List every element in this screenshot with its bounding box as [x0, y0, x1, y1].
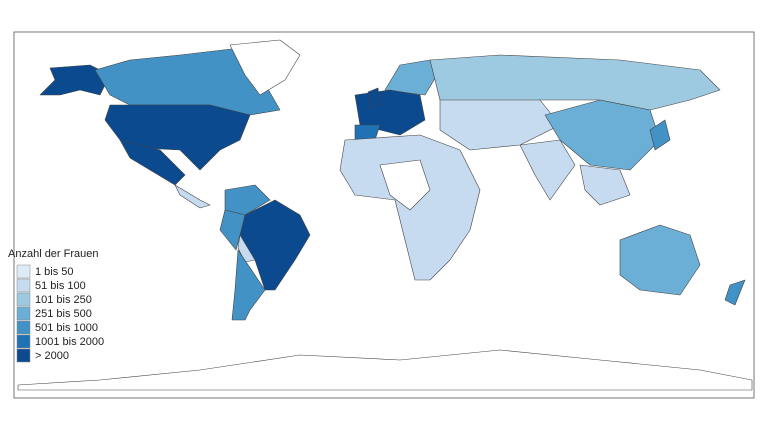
peru — [219, 209, 246, 251]
legend-label: 1 bis 50 — [35, 266, 74, 278]
canada — [94, 47, 281, 116]
countries — [17, 39, 753, 391]
legend-swatch — [16, 334, 31, 349]
legend-label: 101 bis 250 — [35, 294, 92, 306]
alaska — [39, 64, 111, 96]
legend-swatch — [16, 278, 31, 293]
legend: Anzahl der Frauen 1 bis 50 51 bis 100 101 … — [8, 248, 104, 363]
africa-no-data — [379, 159, 431, 211]
legend-label: 1001 bis 2000 — [35, 336, 104, 348]
china — [544, 99, 661, 171]
greenland — [229, 39, 301, 96]
japan — [649, 119, 671, 151]
india — [519, 139, 576, 201]
usa — [104, 104, 251, 171]
legend-label: 51 bis 100 — [35, 280, 86, 292]
uk — [367, 87, 381, 109]
north-south-america — [224, 184, 271, 216]
southeast-asia — [579, 164, 631, 206]
legend-title: Anzahl der Frauen — [8, 248, 99, 260]
central-america — [174, 184, 211, 209]
legend-label: 501 bis 1000 — [35, 322, 98, 334]
argentina — [231, 249, 266, 321]
legend-swatch — [16, 264, 31, 279]
new-zealand — [724, 279, 746, 306]
antarctica — [17, 349, 753, 391]
legend-label: > 2000 — [35, 350, 69, 362]
legend-swatch — [16, 306, 31, 321]
australia — [619, 224, 701, 296]
legend-swatch — [16, 348, 31, 363]
legend-swatch — [16, 320, 31, 335]
legend-swatch — [16, 292, 31, 307]
legend-label: 251 bis 500 — [35, 308, 92, 320]
